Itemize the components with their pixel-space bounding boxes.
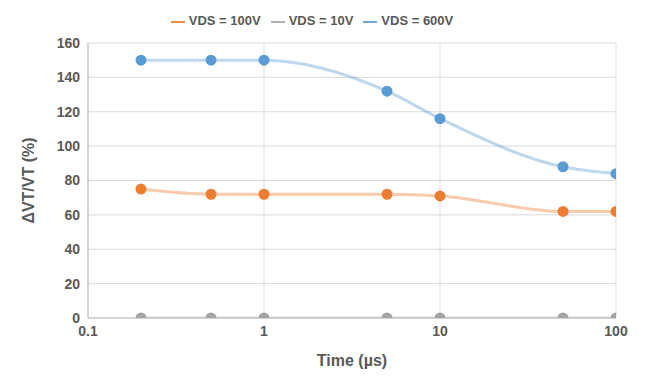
svg-text:100: 100	[604, 323, 628, 339]
svg-text:160: 160	[57, 35, 81, 51]
svg-text:100: 100	[57, 138, 81, 154]
svg-text:80: 80	[64, 172, 80, 188]
svg-text:60: 60	[64, 207, 80, 223]
svg-text:0.1: 0.1	[78, 323, 98, 339]
svg-text:Time (µs): Time (µs)	[317, 352, 387, 369]
svg-text:40: 40	[64, 241, 80, 257]
svg-text:120: 120	[57, 104, 81, 120]
html-text:VDS = 600V: VDS = 600V	[381, 13, 454, 28]
svg-text:ΔVT/VT (%): ΔVT/VT (%)	[20, 137, 37, 223]
svg-text:1: 1	[260, 323, 268, 339]
svg-text:0: 0	[72, 310, 80, 326]
svg-text:140: 140	[57, 69, 81, 85]
svg-text:10: 10	[432, 323, 448, 339]
html-text:VDS = 100V: VDS = 100V	[188, 13, 261, 28]
html-text:VDS = 10V: VDS = 10V	[288, 13, 354, 28]
svg-text:20: 20	[64, 276, 80, 292]
